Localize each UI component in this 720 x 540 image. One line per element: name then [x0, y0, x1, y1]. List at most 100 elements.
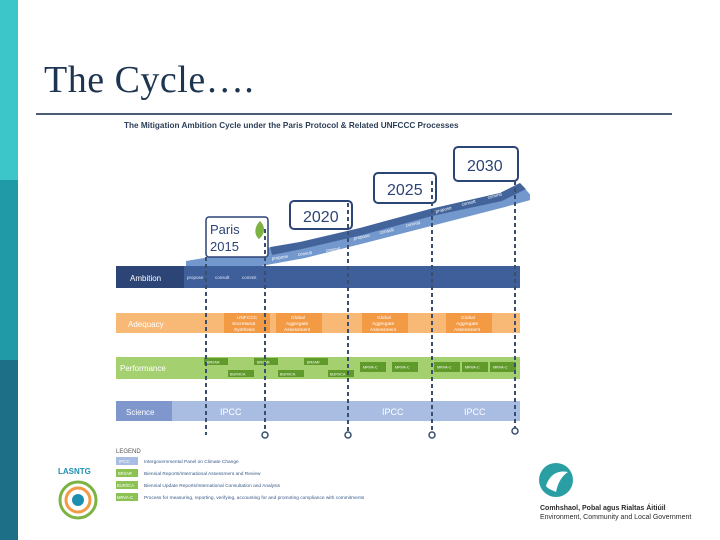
timeline-node-2025 — [344, 431, 352, 439]
performance-tags: BR/IAR BUR/ICA BR/IAR BUR/ICA BR/IAR BUR… — [204, 358, 516, 377]
timeline-dashes — [205, 181, 516, 435]
tag-burica-1-text: BUR/ICA — [230, 373, 246, 377]
government-emblem-icon — [539, 463, 573, 497]
global-assessment-box-2030 — [446, 313, 492, 333]
science-row-label-bg — [116, 401, 172, 421]
global-2030-line2: Aggregate — [456, 321, 478, 327]
lasntg-ring-outer — [58, 480, 98, 520]
step-propose-2025: propose — [353, 233, 370, 241]
legend-tag-mrva: MRVA-C — [117, 495, 133, 500]
step-propose: propose — [187, 275, 204, 280]
science-row-label: Science — [126, 408, 155, 417]
lasntg-core — [72, 494, 84, 506]
global-assessment-box-2020 — [276, 313, 322, 333]
year-2020-label: 2020 — [303, 209, 339, 226]
accent-segment-bottom — [0, 360, 18, 540]
org-name-irish: Comhshaol, Pobal agus Rialtas Áitiúil — [540, 505, 666, 512]
global-2030-line3: Assessment — [454, 327, 481, 333]
legend-tag-ipcc: IPCC — [119, 459, 131, 464]
tag-burica-3-text: BUR/ICA — [330, 373, 346, 377]
ambition-row-label: Ambition — [130, 274, 161, 283]
step-commit: commit — [242, 275, 257, 280]
title-divider — [36, 113, 672, 115]
legend-text-burica: Biennial Update Reports/International Co… — [144, 483, 281, 489]
step-commit-2025: commit — [405, 220, 421, 228]
diagram-legend: LEGEND IPCC Intergovernmental Panel on C… — [116, 449, 365, 501]
ambition-row — [116, 266, 520, 288]
tag-mrva-4 — [462, 362, 488, 372]
diagram-heading: The Mitigation Ambition Cycle under the … — [124, 121, 459, 130]
tag-mrva-2-text: MRVA-C — [395, 366, 410, 370]
accent-segment-top — [0, 0, 18, 180]
left-accent-bar — [0, 0, 18, 540]
unfccc-line1: UNFCCC — [237, 315, 258, 321]
step-consult-2025: consult — [379, 227, 395, 235]
timeline-node-end — [511, 427, 519, 435]
step-commit-2020: commit — [325, 246, 341, 253]
timeline-node-2030 — [428, 431, 436, 439]
legend-swatch-burica — [116, 481, 138, 489]
legend-heading: LEGEND — [116, 449, 141, 455]
timeline-node-2020 — [261, 431, 269, 439]
performance-row-label: Performance — [120, 364, 166, 373]
tag-mrva-5 — [490, 362, 516, 372]
step-consult-2030: consult — [461, 198, 477, 206]
adequacy-row-label: Adequacy — [128, 320, 164, 329]
global-assessment-box-2025 — [362, 313, 408, 333]
science-ipcc-2: IPCC — [382, 407, 404, 417]
global-2030-line1: Global — [461, 315, 475, 321]
tag-mrva-1 — [360, 362, 386, 372]
legend-swatch-brrar — [116, 469, 138, 477]
tag-burica-2 — [278, 370, 304, 377]
unfccc-synthesis-box — [224, 313, 270, 333]
year-2030-box — [453, 146, 519, 182]
tag-mrva-5-text: MRVA-C — [493, 366, 508, 370]
global-2020-line3: Assessment — [284, 327, 311, 333]
year-2030-label: 2030 — [467, 158, 503, 175]
year-2025-box — [373, 172, 437, 204]
tag-brrar-3-text: BR/IAR — [307, 361, 320, 365]
year-2020-box — [289, 200, 353, 230]
paris-year: 2015 — [210, 239, 239, 254]
science-ipcc-1: IPCC — [220, 407, 242, 417]
paris-label: Paris — [210, 222, 240, 237]
global-2025-line1: Global — [377, 315, 391, 321]
lasntg-logo-text: LASNTG — [58, 467, 91, 476]
science-row — [116, 401, 520, 421]
ambition-row-label-bg — [116, 266, 184, 288]
accent-segment-middle — [0, 180, 18, 360]
tag-brrar-2-text: BR/IAR — [257, 361, 270, 365]
step-propose-2020: propose — [271, 254, 288, 261]
lasntg-logo: LASNTG — [58, 467, 98, 520]
tag-mrva-3 — [434, 362, 460, 372]
legend-tag-burica: BUR/ICA — [117, 483, 134, 488]
tag-brrar-1 — [204, 358, 228, 365]
tag-mrva-4-text: MRVA-C — [465, 366, 480, 370]
tag-burica-2-text: BUR/ICA — [280, 373, 296, 377]
ambition-cycle-diagram: The Mitigation Ambition Cycle under the … — [116, 121, 530, 439]
tag-mrva-2 — [392, 362, 418, 372]
unfccc-line3: Synthesis — [234, 327, 255, 333]
legend-tag-brrar: BR/IAR — [118, 471, 132, 476]
legend-swatch-mrva — [116, 493, 138, 501]
unfccc-line2: Secretariat — [232, 321, 256, 327]
step-consult-2020: consult — [297, 250, 313, 257]
legend-text-ipcc: Intergovernmental Panel on Climate Chang… — [144, 459, 239, 465]
tag-brrar-3 — [304, 358, 328, 365]
tag-mrva-3-text: MRVA-C — [437, 366, 452, 370]
lasntg-ring-inner — [64, 486, 92, 514]
global-2025-line2: Aggregate — [372, 321, 394, 327]
legend-swatch-ipcc — [116, 457, 138, 465]
year-2025-label: 2025 — [387, 182, 423, 199]
org-name-english: Environment, Community and Local Governm… — [540, 514, 692, 521]
global-2020-line2: Aggregate — [286, 321, 308, 327]
slide-title: The Cycle…. — [44, 59, 255, 101]
science-ipcc-3: IPCC — [464, 407, 486, 417]
tag-burica-1 — [228, 370, 254, 377]
step-consult: consult — [215, 275, 230, 280]
step-propose-2030: propose — [435, 205, 452, 214]
timeline-nodes — [261, 427, 519, 439]
legend-text-brrar: Biennial Reports/International Assessmen… — [144, 471, 261, 477]
paris-2015-box — [205, 216, 269, 258]
global-2025-line3: Assessment — [370, 327, 397, 333]
